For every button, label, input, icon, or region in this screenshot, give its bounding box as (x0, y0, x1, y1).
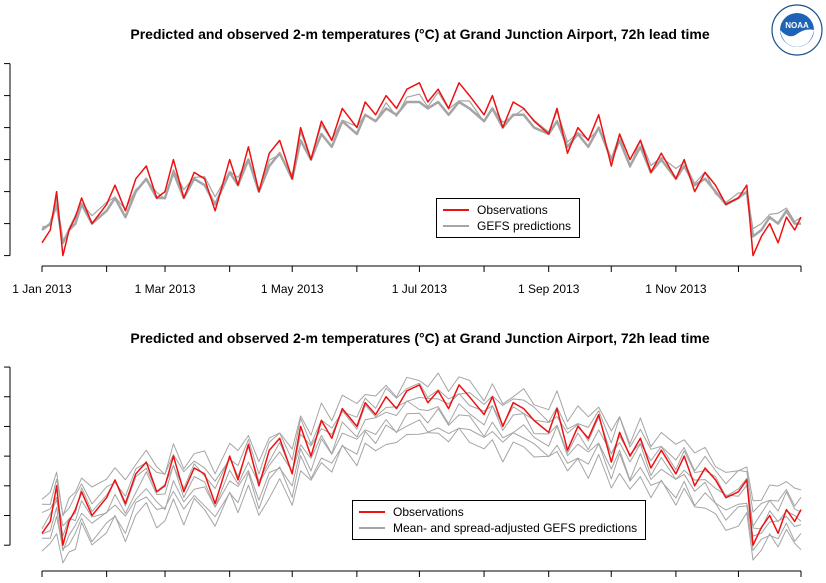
gefs-predictions-line (41, 100, 801, 245)
logo-gull (780, 29, 814, 47)
x-tick-label: 1 Sep 2013 (518, 282, 580, 296)
x-tick-label: 1 Mar 2013 (135, 282, 196, 296)
plot-top: 1 Jan 2013 1 Mar 2013 1 May 2013 1 Jul 2013… (4, 63, 802, 296)
legend-entry-predictions: GEFS predictions (443, 218, 571, 234)
legend-entry-predictions: Mean- and spread-adjusted GEFS predictio… (359, 520, 637, 536)
legend-entry-observations: Observations (359, 504, 637, 520)
chart-title-top: Predicted and observed 2-m temperatures … (130, 26, 710, 42)
x-tick-label: 1 Nov 2013 (645, 282, 707, 296)
logo-text: NOAA (785, 21, 809, 30)
x-tick-label: 1 Jul 2013 (392, 282, 448, 296)
legend-swatch-observations (443, 209, 469, 211)
legend-label-observations: Observations (393, 505, 464, 519)
legend-swatch-predictions (443, 225, 469, 227)
ensemble-member-line (41, 372, 802, 517)
chart-panel-bottom: Predicted and observed 2-m temperatures … (0, 318, 826, 583)
ensemble-member-line (41, 408, 802, 552)
observations-line (41, 384, 802, 546)
chart-panel-top: Predicted and observed 2-m temperatures … (4, 26, 802, 296)
legend-entry-observations: Observations (443, 202, 571, 218)
legend-top: Observations GEFS predictions (436, 198, 581, 238)
observations-line (41, 82, 802, 257)
chart-title-bottom: Predicted and observed 2-m temperatures … (130, 330, 710, 346)
ensemble-member-line (41, 427, 802, 564)
legend-swatch-predictions (359, 527, 385, 529)
legend-label-observations: Observations (477, 203, 548, 217)
noaa-logo: NOAA (771, 4, 823, 56)
ensemble-member-line (41, 382, 802, 516)
legend-label-predictions: Mean- and spread-adjusted GEFS predictio… (393, 521, 638, 535)
x-tick-label: 1 May 2013 (261, 282, 324, 296)
ensemble-member-line (41, 400, 802, 537)
legend-label-predictions: GEFS predictions (477, 219, 572, 233)
x-tick-label: 1 Jan 2013 (12, 282, 72, 296)
ensemble-member-line (42, 419, 802, 551)
legend-swatch-observations (359, 511, 385, 513)
plot-bottom (4, 366, 802, 577)
legend-bottom: Observations Mean- and spread-adjusted G… (352, 500, 647, 540)
